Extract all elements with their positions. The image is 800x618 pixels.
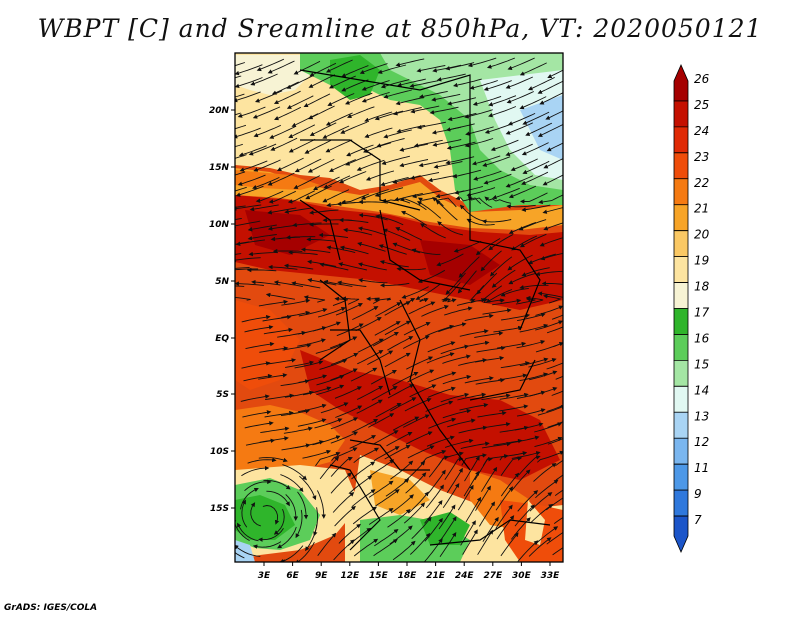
colorbar-label: 19: [694, 254, 709, 268]
lat-label: 15S: [210, 504, 229, 514]
colorbar-swatch: [673, 64, 689, 102]
lon-label: 21E: [426, 571, 446, 581]
colorbar-swatch: [673, 334, 689, 361]
lat-label: 10S: [210, 447, 229, 457]
colorbar-label: 25: [694, 98, 709, 112]
colorbar-swatch: [673, 463, 689, 491]
colorbar-swatch: [673, 385, 689, 413]
colorbar-label: 24: [694, 124, 709, 138]
colorbar-swatch: [673, 282, 689, 309]
colorbar-label: 9: [694, 487, 702, 501]
lat-label: 20N: [209, 106, 230, 116]
lon-label: 24E: [455, 571, 475, 581]
map-axes: 20N 15N 10N 5N EQ 5S 10S 15S 3E 6E 9E 12E 15E 18E 21E 2…: [209, 106, 560, 581]
lon-label: 9E: [315, 571, 328, 581]
colorbar: 26 25 24 23 22 21 20 19 18 17 16 15 14 13 12 11 9 7: [673, 64, 710, 553]
lat-label: 5S: [216, 390, 229, 400]
colorbar-swatch: [673, 359, 689, 387]
colorbar-label: 14: [694, 383, 709, 397]
lon-label: 30E: [512, 571, 532, 581]
grads-credit: GrADS: IGES/COLA: [4, 603, 98, 613]
colorbar-label: 21: [694, 202, 709, 216]
colorbar-swatch: [673, 308, 689, 335]
colorbar-label: 22: [694, 176, 709, 190]
colorbar-label: 26: [694, 72, 710, 86]
colorbar-label: 15: [694, 357, 709, 371]
colorbar-swatch: [673, 100, 689, 128]
streamlines: [235, 57, 563, 562]
lon-label: 15E: [369, 571, 389, 581]
lon-label: 33E: [541, 571, 561, 581]
colorbar-swatch: [673, 152, 689, 180]
lon-label: 12E: [340, 571, 360, 581]
colorbar-label: 7: [694, 513, 702, 527]
lon-label: 27E: [483, 571, 503, 581]
lon-label: 6E: [286, 571, 299, 581]
lat-label: 5N: [215, 277, 229, 287]
colorbar-label: 17: [694, 306, 710, 320]
colorbar-swatch: [673, 204, 689, 232]
lat-label: EQ: [215, 334, 229, 344]
colorbar-label: 12: [694, 435, 709, 449]
colorbar-swatch: [673, 515, 689, 553]
country-borders: [299, 69, 551, 551]
map-title: WBPT [C] and Sreamline at 850hPa, VT: 20…: [37, 14, 763, 43]
lat-label: 10N: [209, 220, 230, 230]
colorbar-swatch: [673, 256, 689, 283]
lon-label: 18E: [398, 571, 418, 581]
lat-label: 15N: [209, 163, 230, 173]
lon-label: 3E: [258, 571, 271, 581]
colorbar-swatch: [673, 437, 689, 465]
colorbar-swatch: [673, 230, 689, 258]
colorbar-label: 13: [694, 409, 709, 423]
colorbar-label: 18: [694, 280, 710, 294]
colorbar-swatch: [673, 411, 689, 439]
map-frame: [234, 52, 564, 563]
colorbar-label: 16: [694, 331, 710, 345]
colorbar-label: 11: [694, 461, 709, 475]
colorbar-swatch: [673, 126, 689, 154]
colorbar-swatch: [673, 178, 689, 206]
colorbar-label: 23: [694, 150, 709, 164]
colorbar-swatch: [673, 489, 689, 517]
colorbar-label: 20: [694, 228, 710, 242]
